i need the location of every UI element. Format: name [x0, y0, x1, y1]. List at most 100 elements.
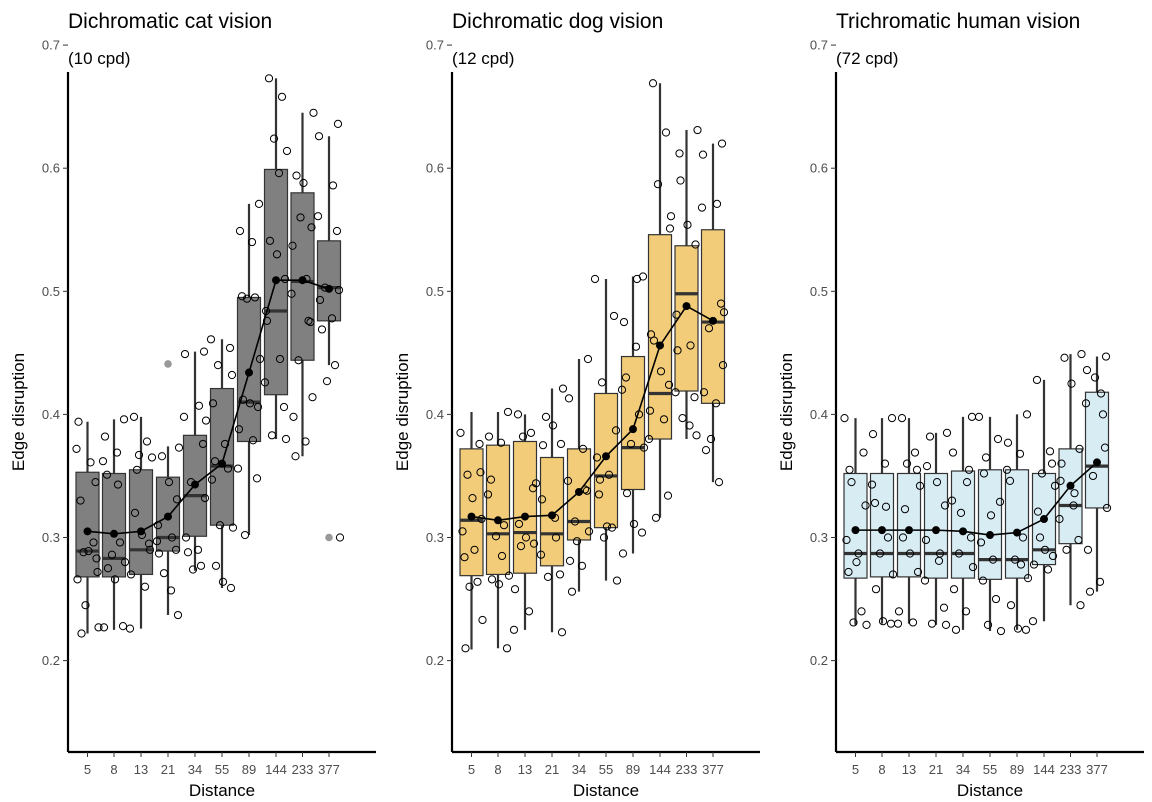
box-body [869, 472, 895, 578]
data-point [254, 199, 264, 208]
data-point [686, 341, 695, 350]
data-point [322, 377, 332, 386]
category-group-377: 377 [316, 136, 342, 777]
data-point [675, 149, 684, 158]
data-point [301, 437, 310, 446]
y-tick-label: 0.6 [42, 161, 60, 176]
chart-title: Dichromatic cat vision [68, 10, 272, 33]
data-point [597, 378, 607, 387]
x-tick-label: 144 [649, 762, 671, 777]
x-tick-label: 377 [318, 762, 340, 777]
data-point [1050, 481, 1060, 490]
mean-point [1093, 458, 1101, 467]
data-point [234, 425, 244, 434]
mean-point [164, 512, 172, 521]
data-point [979, 469, 989, 478]
data-point [912, 465, 922, 474]
mean-point [656, 341, 664, 350]
data-point [317, 325, 327, 334]
data-point [619, 317, 629, 327]
data-point [927, 619, 937, 628]
data-point [714, 478, 724, 487]
data-point [528, 484, 538, 493]
data-point [632, 274, 642, 284]
data-point [206, 335, 216, 344]
category-group-89: 89 [1004, 414, 1030, 777]
data-point [1082, 365, 1092, 375]
box-body [950, 470, 976, 579]
category-group-233: 233 [1058, 354, 1083, 777]
data-point [210, 457, 220, 466]
data-point [1055, 514, 1064, 524]
data-point [570, 517, 580, 526]
data-point [79, 548, 88, 557]
data-point [267, 431, 277, 440]
mean-point [851, 526, 860, 535]
data-point [309, 108, 318, 117]
data-point [1037, 469, 1047, 478]
data-point [513, 410, 523, 419]
category-group-89: 89 [236, 203, 262, 777]
mean-point [959, 527, 967, 536]
category-group-144: 144 [1031, 379, 1057, 777]
data-point [167, 533, 177, 542]
data-point [631, 342, 641, 351]
data-point [275, 354, 285, 364]
data-point [565, 556, 575, 565]
x-tick-label: 21 [545, 762, 559, 777]
data-point [248, 436, 258, 445]
data-point [486, 475, 496, 484]
mean-point [521, 512, 529, 521]
x-tick-label: 5 [84, 762, 91, 777]
data-point [132, 465, 142, 474]
data-point [902, 459, 912, 468]
x-tick-label: 34 [572, 762, 586, 777]
data-point [1102, 503, 1112, 513]
data-point [1074, 535, 1083, 545]
data-point [626, 439, 636, 449]
y-axis-title: Edge disruption [9, 353, 28, 471]
data-point [717, 139, 727, 148]
data-point [91, 478, 100, 487]
data-point [883, 533, 893, 542]
mean-point [905, 526, 913, 535]
data-point [867, 480, 877, 489]
data-point [483, 490, 493, 499]
data-point [74, 417, 83, 426]
outlier-point [325, 533, 333, 542]
data-point [932, 478, 942, 487]
data-point [292, 171, 301, 180]
data-point [166, 586, 176, 595]
data-point [599, 533, 609, 542]
category-group-55: 55 [593, 278, 619, 777]
mean-point [682, 302, 691, 311]
data-point [921, 535, 931, 545]
data-point [1003, 438, 1013, 447]
data-point [460, 553, 469, 562]
x-axis-title: Distance [189, 781, 255, 800]
data-point [274, 169, 284, 178]
box-body [75, 471, 100, 578]
data-point [659, 415, 669, 424]
data-point [521, 533, 531, 542]
data-point [1018, 533, 1028, 542]
data-point [510, 585, 520, 594]
x-tick-label: 144 [1033, 762, 1055, 777]
y-tick-label: 0.2 [426, 653, 444, 668]
data-point [463, 470, 472, 479]
y-tick-label: 0.4 [810, 407, 828, 422]
data-point [978, 576, 988, 585]
data-point [1002, 465, 1012, 474]
data-point [94, 623, 103, 632]
x-tick-label: 55 [215, 762, 229, 777]
data-point [572, 537, 582, 546]
data-point [118, 622, 128, 631]
data-point [692, 431, 701, 440]
y-tick-label: 0.7 [810, 38, 828, 53]
mean-point [602, 452, 610, 461]
data-point [875, 549, 885, 558]
data-point [235, 226, 245, 236]
data-point [541, 412, 551, 421]
data-point [578, 444, 588, 453]
data-point [878, 617, 888, 626]
